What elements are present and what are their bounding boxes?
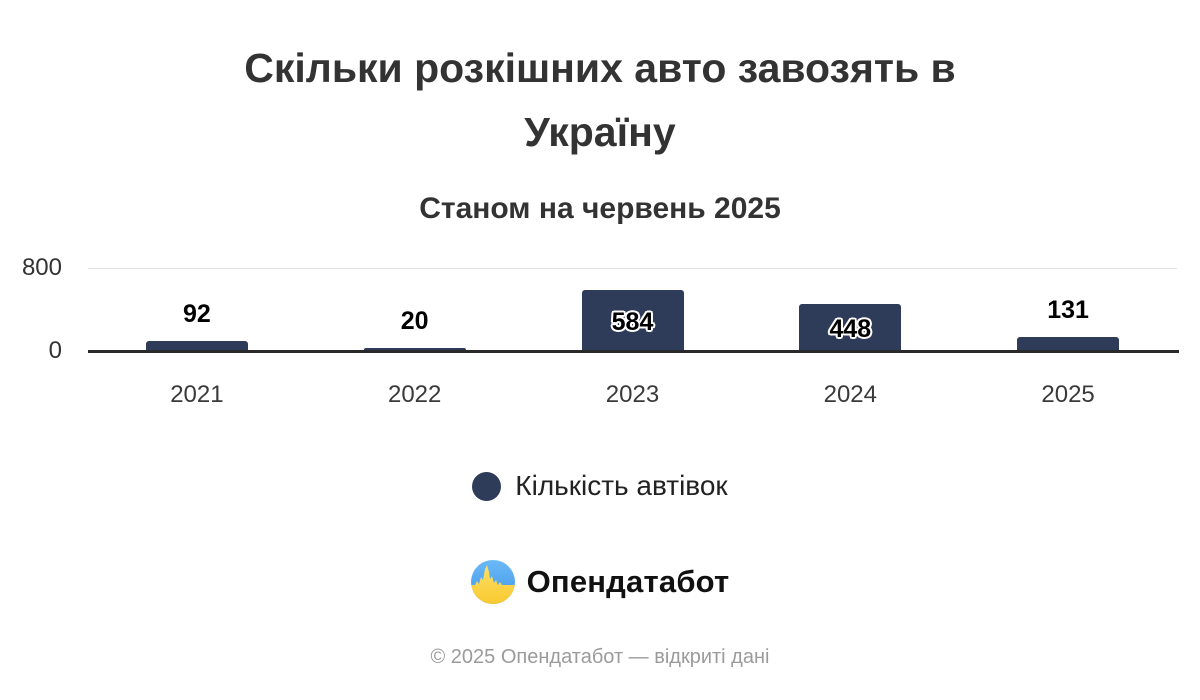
page-title-line-2: Україну — [524, 109, 676, 155]
y-axis-tick-0: 0 — [48, 337, 62, 364]
bar-2021 — [145, 340, 248, 350]
opendatabot-logo-text: Опендатабот — [526, 564, 730, 599]
bar-value-label-2024: 448 — [829, 315, 872, 343]
x-axis-label-2022: 2022 — [387, 381, 442, 408]
bar-2025 — [1017, 336, 1120, 350]
copyright-footer: © 2025 Опендатабот — відкриті дані — [430, 646, 770, 668]
legend-swatch — [472, 471, 502, 501]
x-axis-label-2024: 2024 — [823, 381, 877, 408]
bar-2022 — [363, 348, 466, 350]
chart-subtitle: Станом на червень 2025 — [419, 192, 781, 225]
category-axis: 2021 2022 2023 2024 2025 — [0, 381, 1200, 413]
y-axis-tick-800: 800 — [21, 254, 62, 281]
legend: Кількість автівок — [0, 470, 1200, 502]
x-axis-baseline — [88, 350, 1179, 353]
x-axis-label-2025: 2025 — [1041, 381, 1095, 408]
x-axis-label-2023: 2023 — [605, 381, 660, 408]
x-axis-label-2021: 2021 — [170, 381, 224, 408]
bar-2023 — [581, 290, 684, 350]
page-title-line-1: Скільки розкішних авто завозять в — [244, 45, 956, 91]
plot-area: 92 20 584 448 131 — [88, 268, 1179, 353]
bar-value-label-2023: 584 — [611, 308, 654, 337]
bar-value-label-2022: 20 — [400, 306, 429, 335]
opendatabot-branding: Опендатабот — [0, 560, 1200, 604]
gridline-800 — [88, 268, 1177, 269]
bar-value-label-2021: 92 — [182, 299, 211, 328]
legend-label: Кількість автівок — [515, 470, 728, 501]
bar-2024 — [799, 304, 902, 350]
bar-value-label-2025: 131 — [1047, 295, 1089, 324]
opendatabot-logo-icon — [470, 560, 515, 604]
page-title: Скільки розкішних авто завозять в Україн… — [150, 36, 1050, 164]
